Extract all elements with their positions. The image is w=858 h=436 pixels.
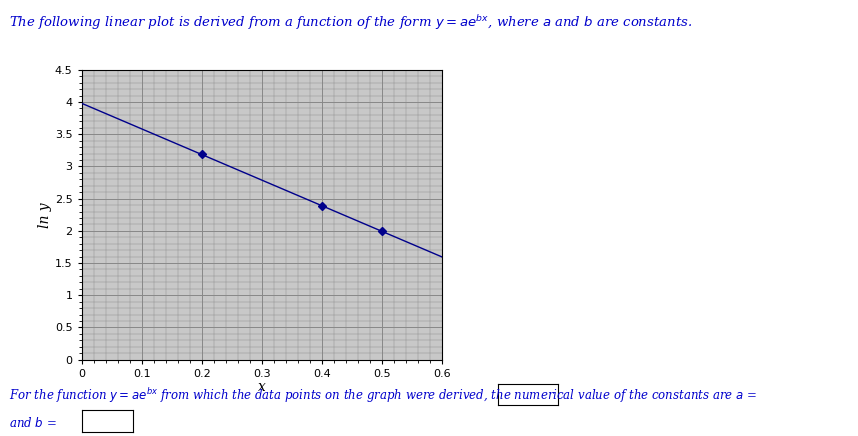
Text: For the function $y = ae^{bx}$ from which the data points on the graph were deri: For the function $y = ae^{bx}$ from whic… <box>9 386 757 405</box>
Text: and $b$ =: and $b$ = <box>9 416 56 430</box>
X-axis label: x: x <box>257 380 266 394</box>
Y-axis label: ln y: ln y <box>38 202 52 228</box>
Text: The following linear plot is derived from a function of the form $y = ae^{bx}$, : The following linear plot is derived fro… <box>9 13 692 32</box>
